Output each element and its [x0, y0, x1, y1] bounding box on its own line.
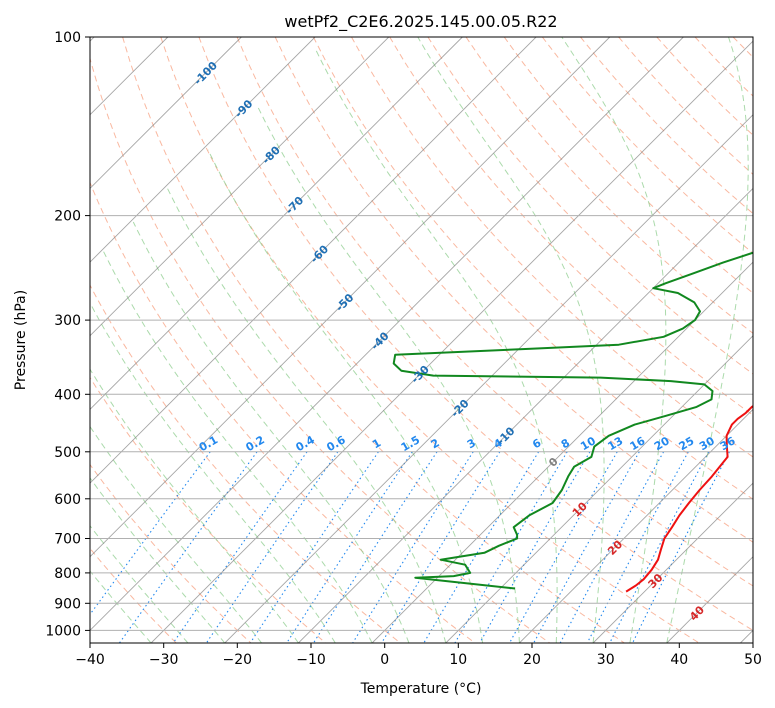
- moist-adiabat: [90, 524, 189, 643]
- y-axis-title: Pressure (hPa): [13, 290, 29, 390]
- isotherm-line: [371, 261, 753, 643]
- moist-adiabat: [561, 37, 667, 643]
- x-tick-label: −30: [149, 652, 179, 668]
- moist-adiabat: [90, 368, 299, 643]
- isotherm-line: [592, 482, 753, 643]
- moist-adiabat: [315, 49, 558, 643]
- temperature-profile: [625, 405, 753, 593]
- mixing-ratio-line: [423, 451, 540, 643]
- dry-adiabat: [90, 376, 326, 643]
- isotherm-line: [90, 37, 537, 484]
- isotherm-line: [90, 37, 390, 337]
- isotherms: [90, 37, 753, 643]
- y-tick-label: 400: [54, 387, 81, 403]
- moist-adiabat: [90, 425, 262, 643]
- dry-adiabat: [427, 37, 753, 375]
- x-axis-ticks: −40 −30 −20 −10 0 10 20 30 40 50: [75, 643, 762, 668]
- sounding-profiles: [392, 251, 753, 593]
- x-tick-label: −20: [223, 652, 253, 668]
- moist-adiabat: [90, 477, 226, 643]
- mixing-ratio-line: [609, 451, 710, 643]
- mixing-ratio-line: [90, 451, 211, 616]
- moist-adiabat: [256, 104, 520, 643]
- mixing-ratio-line: [249, 451, 379, 643]
- dry-adiabat: [90, 463, 252, 643]
- mixing-ratio-line: [352, 451, 474, 643]
- y-tick-label: 500: [54, 445, 81, 461]
- x-tick-label: 40: [670, 652, 688, 668]
- dewpoint-profile: [392, 251, 753, 590]
- isotherm-line: [445, 335, 753, 643]
- dry-adiabat: [160, 37, 700, 643]
- y-tick-label: 300: [54, 313, 81, 329]
- moist-adiabat: [666, 37, 749, 643]
- y-tick-label: 600: [54, 492, 81, 508]
- isotherm-line: [224, 114, 753, 643]
- isotherm-line: [90, 37, 463, 411]
- isotherm-line: [90, 37, 242, 190]
- dry-adiabat: [312, 37, 753, 500]
- dry-adiabat: [122, 37, 625, 643]
- dry-adiabat: [198, 37, 753, 631]
- y-tick-label: 1000: [45, 623, 81, 639]
- chart-title: wetPf2_C2E6.2025.145.00.05.R22: [284, 12, 557, 32]
- mixing-ratio-line: [509, 451, 618, 643]
- y-tick-label: 700: [54, 532, 81, 548]
- isotherm-line: [150, 40, 753, 643]
- mixing-ratio-line: [586, 451, 689, 643]
- x-tick-label: 20: [523, 652, 541, 668]
- mixing-ratio-line: [286, 451, 413, 643]
- y-tick-label: 200: [54, 209, 81, 225]
- y-tick-label: 900: [54, 596, 81, 612]
- isotherm-line: [90, 37, 611, 558]
- x-tick-label: 30: [597, 652, 615, 668]
- moist-adiabat: [103, 251, 373, 643]
- isotherm-line: [298, 187, 753, 643]
- y-tick-label: 800: [54, 566, 81, 582]
- dry-adiabat: [236, 37, 753, 587]
- moist-adiabat: [132, 221, 410, 643]
- mixing-ratio-line: [533, 451, 640, 643]
- isotherm-line: [90, 37, 684, 632]
- mixing-ratio-line: [205, 451, 339, 643]
- dry-adiabat: [90, 181, 476, 643]
- x-tick-label: 10: [449, 652, 467, 668]
- dry-adiabat: [90, 56, 550, 643]
- moist-adiabat: [417, 37, 605, 643]
- horizontal-gridlines: [90, 37, 753, 631]
- moist-adiabats: [90, 37, 749, 643]
- y-tick-label: 100: [54, 30, 81, 46]
- x-tick-label: −40: [75, 652, 105, 668]
- mixing-ratio-line: [454, 451, 568, 643]
- dry-adiabat: [465, 37, 753, 334]
- y-axis-ticks: 100 200 300 400 500 600 700 800 900 1000: [45, 30, 90, 639]
- isotherm-line: [90, 37, 316, 263]
- x-tick-label: 0: [380, 652, 389, 668]
- x-axis-title: Temperature (°C): [360, 681, 482, 697]
- moist-adiabat: [167, 188, 447, 643]
- x-tick-label: 50: [744, 652, 762, 668]
- mixing-ratio-line: [559, 451, 665, 643]
- x-tick-label: −10: [296, 652, 326, 668]
- moist-adiabat: [90, 302, 336, 643]
- isotherm-line: [519, 408, 753, 643]
- plot-frame: [89, 36, 754, 644]
